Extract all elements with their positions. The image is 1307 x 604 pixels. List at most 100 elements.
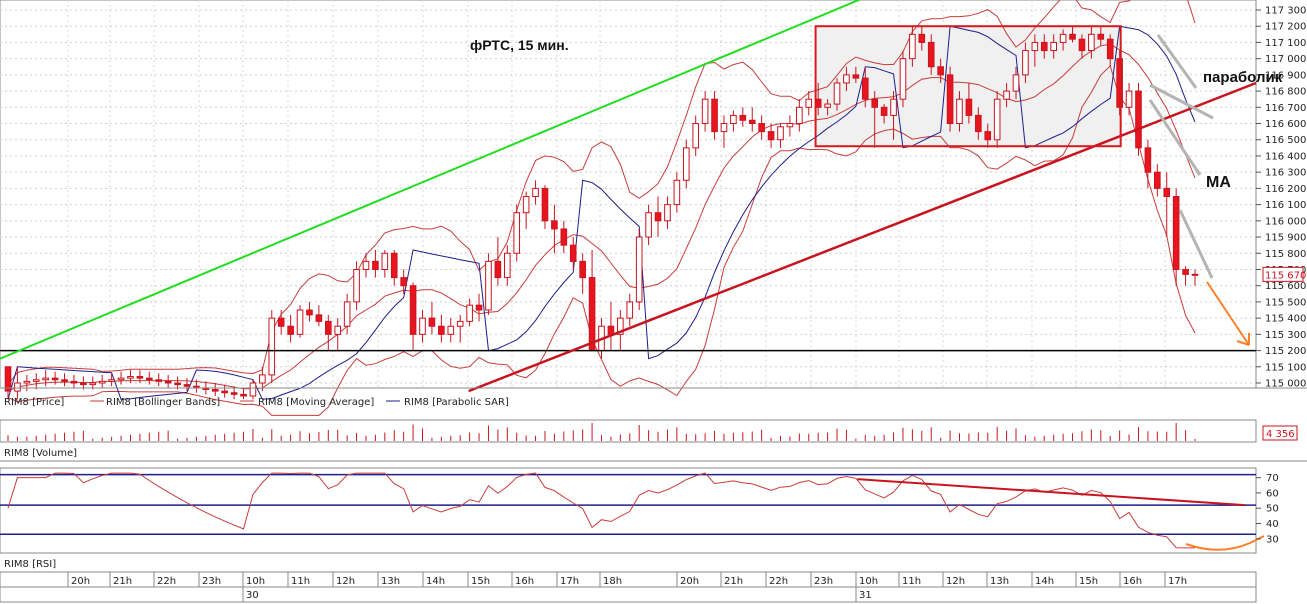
sar-line (7, 25, 1196, 400)
candle-body (796, 106, 803, 125)
price-tick-label: 116 000 (1265, 216, 1306, 227)
candle-body (1069, 33, 1076, 40)
hour-label: 20h (71, 576, 90, 587)
price-tick-label: 116 200 (1265, 184, 1306, 195)
candle-body (456, 320, 464, 327)
candle-body (956, 98, 963, 125)
candle-body (1135, 90, 1142, 149)
candle-body (485, 260, 492, 311)
last-price-box (1262, 266, 1304, 282)
candle-body (560, 228, 568, 246)
candle-body (334, 325, 342, 335)
candle-body (127, 376, 134, 379)
price-tick-label: 115 100 (1265, 362, 1306, 373)
candle-body (682, 147, 690, 181)
price-tick-label: 116 700 (1265, 103, 1306, 114)
legend-rsi: RIM8 [RSI] (4, 559, 56, 570)
candle-body (805, 98, 813, 108)
hour-label: 10h (246, 576, 265, 587)
candle-body (635, 236, 643, 303)
candle-body (136, 376, 144, 379)
price-tick-label: 117 300 (1265, 6, 1306, 17)
candle-body (664, 204, 671, 222)
candle-body (937, 66, 944, 76)
candle-body (1163, 187, 1171, 198)
hour-label: 23h (814, 576, 833, 587)
candle-body (230, 392, 238, 395)
candle-body (155, 379, 163, 382)
price-tick-label: 115 500 (1265, 297, 1306, 308)
candle-body (98, 380, 106, 384)
candle-body (146, 377, 153, 381)
candle-body (909, 33, 916, 60)
hour-label: 11h (902, 576, 921, 587)
candle-body (880, 106, 888, 116)
candle-body (946, 74, 954, 125)
candle-body (1182, 268, 1189, 275)
hour-label: 10h (859, 576, 878, 587)
volume-bars (7, 423, 1196, 441)
candle-body (975, 114, 982, 133)
hour-label: 23h (202, 576, 221, 587)
candle-body (259, 374, 266, 384)
lower-channel-line (468, 81, 1257, 393)
rsi-trendline (857, 478, 1246, 507)
candle-body (400, 277, 407, 287)
price-tick-label: 116 100 (1265, 200, 1306, 211)
candle-body (1154, 171, 1161, 189)
last-price-label: 115 670 (1265, 270, 1306, 281)
rsi-panel (0, 467, 1257, 554)
rsi-tick-label: 70 (1266, 473, 1279, 484)
hour-label: 16h (515, 576, 534, 587)
candle-body (777, 126, 784, 141)
candle-body (617, 317, 624, 335)
price-tick-label: 117 100 (1265, 38, 1306, 49)
candle-body (824, 103, 831, 108)
candle-body (89, 382, 97, 386)
upper-channel-line (0, 0, 862, 360)
candle-body (1059, 33, 1067, 43)
volume-value-box (1262, 425, 1298, 441)
hour-label: 22h (157, 576, 176, 587)
candle-body (607, 325, 615, 335)
price-tick-label: 115 200 (1265, 346, 1306, 357)
candle-body (1031, 41, 1039, 52)
price-tick-label: 116 400 (1265, 151, 1306, 162)
candle-body (117, 377, 125, 381)
candle-body (711, 98, 718, 133)
hour-label: 15h (471, 576, 490, 587)
candle-body (381, 252, 389, 270)
candle-body (466, 304, 473, 322)
rsi-projection (1185, 535, 1265, 551)
candle-body (287, 325, 294, 335)
legend-volume: RIM8 [Volume] (4, 448, 77, 459)
candle-body (588, 277, 596, 352)
candle-body (767, 131, 775, 141)
candle-body (277, 317, 285, 327)
date-label: 31 (859, 590, 872, 601)
candle-body (701, 98, 709, 125)
candle-body (890, 98, 897, 116)
candle-body (475, 304, 483, 311)
candle-body (164, 380, 172, 384)
candle-body (569, 244, 577, 262)
candle-body (296, 309, 304, 335)
price-tick-label: 115 000 (1265, 379, 1306, 390)
candle-body (1106, 38, 1114, 60)
candle-body (918, 33, 926, 43)
hour-label: 17h (560, 576, 579, 587)
candle-body (1125, 90, 1133, 108)
hour-label: 13h (381, 576, 400, 587)
candle-body (852, 74, 860, 79)
rsi-tick-label: 50 (1266, 504, 1279, 515)
hour-label: 12h (336, 576, 355, 587)
candle-body (306, 309, 313, 316)
hour-label: 21h (113, 576, 132, 587)
parabolic-annotation: параболик (1203, 69, 1283, 86)
price-tick-label: 115 800 (1265, 249, 1306, 260)
hour-label: 16h (1123, 576, 1142, 587)
rsi-path (7, 472, 1195, 549)
candle-body (899, 58, 907, 100)
candle-body (372, 260, 379, 270)
candle-body (843, 74, 850, 84)
